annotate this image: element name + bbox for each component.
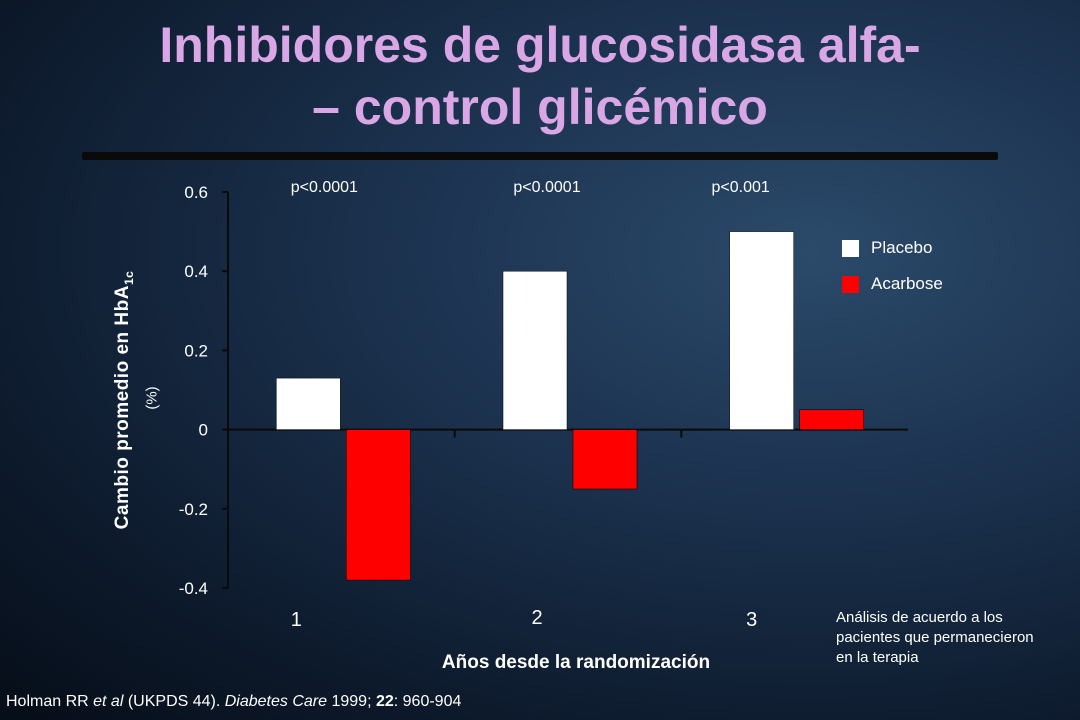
y-tick-label: 0.2 [184,341,208,360]
bar-placebo-3 [729,231,794,430]
p-value-annotation: p<0.0001 [513,179,580,196]
legend-item-acarbose: Acarbose [842,272,943,296]
x-tick-label: 3 [746,609,757,631]
p-value-annotation: p<0.0001 [291,179,358,196]
legend-label-placebo: Placebo [871,238,933,257]
citation: Holman RR et al (UKPDS 44). Diabetes Car… [6,693,461,711]
p-value-annotation: p<0.001 [712,179,770,196]
citation-journal: Diabetes Care [224,693,328,710]
y-tick-label: 0 [199,421,208,440]
legend-label-acarbose: Acarbose [871,274,943,293]
bar-placebo-2 [502,270,568,430]
x-tick-label: 2 [531,607,542,629]
x-tick-label: 1 [291,609,302,631]
citation-volume: 22 [375,693,394,710]
legend-swatch-acarbose [842,275,859,293]
y-axis-label-subscript: 1c [121,270,136,286]
citation-study: (UKPDS 44). [123,693,225,710]
citation-year: 1999; [327,693,376,710]
y-tick-label: -0.4 [179,579,208,598]
y-tick-label: 0.4 [184,262,208,281]
analysis-note: Análisis de acuerdo a los pacientes que … [836,609,1034,666]
legend-swatch-placebo [842,239,859,257]
y-tick-label: 0.6 [184,183,208,202]
x-axis-label: Años desde la randomización [441,652,711,673]
citation-etal: et al [93,693,124,710]
y-axis-unit: (%) [143,386,161,410]
y-axis-label-text: Cambio promedio en HbA [112,285,134,530]
title-line-2: – control glicémico [312,79,768,135]
legend-item-placebo: Placebo [842,236,943,260]
chart-legend: Placebo Acarbose [842,236,943,308]
bar-acarbose-2 [572,429,638,490]
citation-pages: : 960-904 [393,693,462,710]
citation-authors: Holman RR [6,693,94,710]
bar-placebo-1 [276,377,341,430]
title-line-1: Inhibidores de glucosidasa alfa- [159,17,921,73]
y-axis-label: Cambio promedio en HbA1c [112,271,136,530]
bar-acarbose-1 [346,429,411,581]
y-tick-label: -0.2 [179,500,208,519]
slide-title: Inhibidores de glucosidasa alfa- – contr… [0,14,1080,138]
title-divider [82,152,998,160]
bar-acarbose-3 [799,409,864,430]
